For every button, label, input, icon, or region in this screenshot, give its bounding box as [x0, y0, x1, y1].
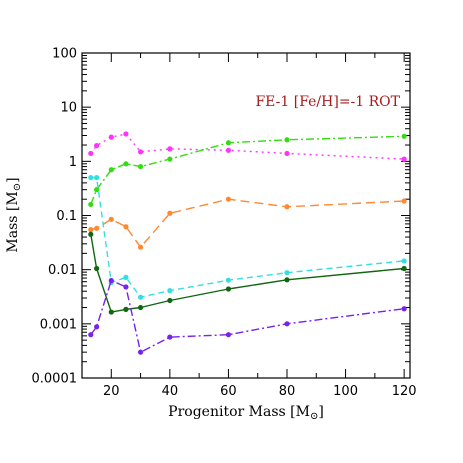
series-line [90, 234, 405, 313]
data-point [94, 324, 100, 330]
data-point [94, 265, 100, 272]
y-tick-label: 10 [60, 101, 77, 116]
x-tick-label: 20 [103, 384, 120, 399]
data-point [137, 349, 144, 355]
data-point [401, 133, 407, 139]
data-point [401, 306, 407, 312]
data-point [167, 297, 173, 304]
data-point [137, 163, 144, 170]
data-point [88, 231, 94, 237]
data-point [401, 258, 407, 264]
series-2 [88, 133, 407, 208]
data-point [167, 288, 173, 294]
data-point [225, 277, 232, 283]
data-point [123, 131, 129, 137]
x-tick-label: 80 [279, 384, 296, 399]
series-3 [88, 196, 407, 250]
data-point [225, 286, 232, 292]
data-point [167, 210, 173, 216]
data-point [108, 277, 114, 284]
y-tick-label: 100 [52, 47, 77, 62]
y-axis-title-close: ] [5, 177, 21, 182]
data-point [88, 226, 94, 233]
series-line [90, 279, 405, 353]
data-point [284, 204, 290, 210]
data-point [137, 294, 144, 300]
data-point [108, 309, 114, 315]
data-point [88, 175, 94, 181]
data-point [137, 149, 144, 155]
y-tick-label: 0.0001 [32, 372, 78, 387]
series-line [90, 135, 405, 205]
y-tick-label: 0.1 [56, 209, 77, 224]
x-tick-label: 60 [220, 384, 237, 399]
data-point [123, 161, 129, 167]
data-point [401, 156, 407, 162]
data-point [225, 332, 232, 338]
data-point [167, 334, 173, 340]
x-axis-title: Progenitor Mass [M⊙] [168, 404, 324, 422]
data-point [401, 265, 407, 272]
y-tick-label: 1 [69, 155, 77, 170]
data-point [225, 147, 232, 153]
data-point [88, 332, 94, 338]
data-point [94, 143, 100, 149]
y-tick-label: 0.001 [40, 317, 77, 332]
data-point [167, 156, 173, 162]
tick-labels: 20 40 60 80 100 120 0.0001 0.001 0.01 0.1 1 10 100 [32, 47, 417, 400]
y-axis-title-text: Mass [M [5, 191, 21, 252]
y-axis-title: Mass [M⊙] [5, 177, 23, 252]
series-4 [88, 175, 407, 300]
data-point [94, 187, 100, 193]
data-point [284, 150, 290, 157]
data-point [225, 140, 232, 146]
y-axis-sun-symbol: ⊙ [12, 183, 23, 191]
data-point [88, 150, 94, 157]
data-point [108, 216, 114, 222]
x-tick-label: 100 [333, 384, 358, 399]
data-point [225, 196, 232, 202]
data-point [284, 270, 290, 276]
data-point [88, 201, 94, 208]
x-tick-label: 120 [392, 384, 417, 399]
data-point [123, 274, 129, 280]
series-layer [88, 131, 407, 355]
data-point [284, 137, 290, 143]
data-point [137, 304, 144, 311]
chart-annotation: FE-1 [Fe/H]=-1 ROT [255, 94, 400, 110]
data-point [401, 198, 407, 204]
data-point [284, 321, 290, 327]
data-point [123, 224, 129, 230]
data-point [137, 244, 144, 250]
x-axis-title-close: ] [318, 404, 323, 420]
data-point [108, 167, 114, 173]
data-point [108, 134, 114, 140]
data-point [284, 277, 290, 283]
x-axis-sun-symbol: ⊙ [310, 411, 318, 422]
data-point [94, 225, 100, 231]
data-point [94, 175, 100, 181]
series-line [90, 176, 405, 298]
data-point [123, 306, 129, 312]
series-1 [88, 131, 407, 162]
series-line [90, 198, 405, 248]
series-5 [88, 231, 407, 315]
y-tick-label: 0.01 [48, 263, 77, 278]
series-6 [88, 277, 407, 355]
data-point [123, 284, 129, 290]
data-point [167, 146, 173, 152]
axis-ticks [82, 52, 410, 379]
x-tick-label: 40 [162, 384, 179, 399]
x-axis-title-text: Progenitor Mass [M [168, 404, 310, 420]
